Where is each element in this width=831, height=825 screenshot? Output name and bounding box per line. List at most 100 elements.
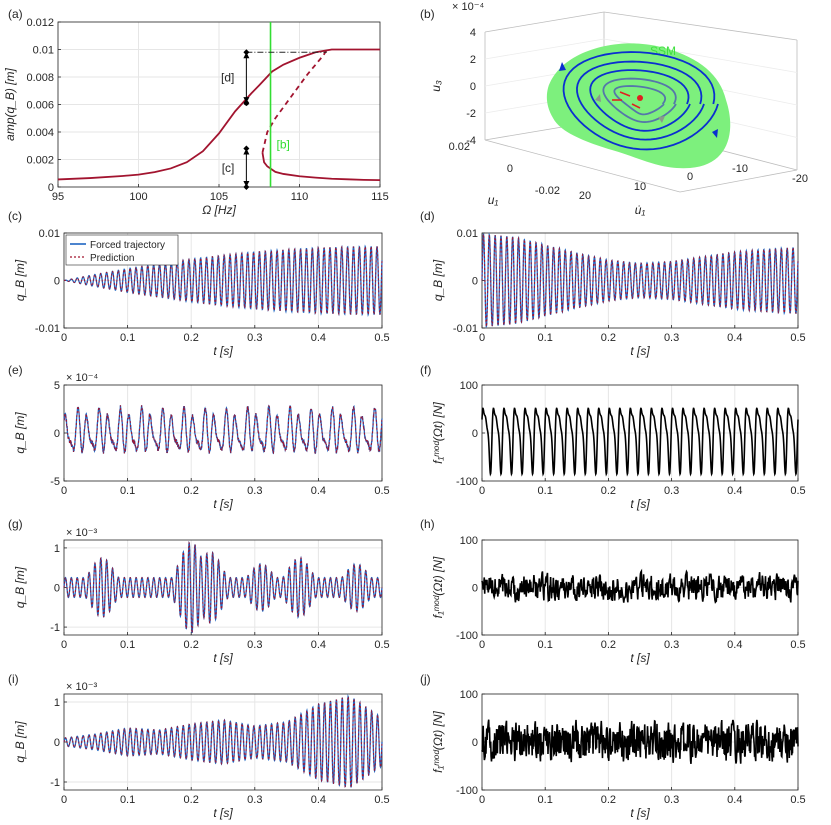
frc-branch-1 xyxy=(261,152,381,182)
y-tick-label: 0 xyxy=(54,583,60,595)
panel-label-i: (i) xyxy=(8,672,19,686)
annotation-label-0: [d] xyxy=(221,71,234,85)
ssm-trajectory-1 xyxy=(576,60,705,141)
y-tick-label: 0.012 xyxy=(26,17,54,29)
y-axis-label: amp(q_B) [m] xyxy=(3,67,17,140)
x-tick-label: 0.1 xyxy=(538,485,553,497)
x-tick-label: 0 xyxy=(479,332,485,344)
x-tick-label: 0 xyxy=(479,485,485,497)
x-tick-label: 0.3 xyxy=(664,485,679,497)
x-tick-label: 0.5 xyxy=(374,794,389,806)
z-tick-label: 4 xyxy=(470,27,476,39)
z-tick-label: -4 xyxy=(466,135,476,147)
box-edge xyxy=(679,169,798,193)
ssm-surface xyxy=(546,43,731,169)
z-tick-label: 0 xyxy=(470,81,476,93)
x-tick-label: 0 xyxy=(61,794,67,806)
y-tick-label: -100 xyxy=(456,785,478,797)
red-arrow xyxy=(619,91,631,97)
trajectory-arrow xyxy=(658,116,665,123)
panel-label-g: (g) xyxy=(8,517,23,531)
annotation-diamond xyxy=(243,184,250,190)
x-tick-label: 0.1 xyxy=(538,794,553,806)
x-tick-label: 0.5 xyxy=(790,639,805,651)
x-tick-label: 100 xyxy=(129,191,147,203)
marker-b-label: [b] xyxy=(277,138,290,152)
amplitude-point xyxy=(243,100,249,106)
panel-label-d: (d) xyxy=(420,209,435,223)
x-axis-label: Ω [Hz] xyxy=(202,203,236,217)
y-exponent-label: × 10⁻³ xyxy=(66,527,98,539)
y-tick-label: 1 xyxy=(54,543,60,555)
x-tick-label: 0.1 xyxy=(538,639,553,651)
y-tick-label: 0 xyxy=(472,428,478,440)
y-axis-label: q_B [m] xyxy=(13,721,27,763)
x-tick-label: 0.2 xyxy=(184,794,199,806)
x-tick-label: 0.3 xyxy=(247,485,262,497)
y-exponent-label: × 10⁻³ xyxy=(66,681,98,693)
y-tick-label: 0.01 xyxy=(33,45,54,57)
trajectory-arrow xyxy=(595,94,601,102)
y-tick-label: 0.01 xyxy=(39,228,60,240)
prediction-line xyxy=(63,404,383,455)
y-tick-label: -0.01 xyxy=(453,323,478,335)
x-tick-label: 0.4 xyxy=(311,332,326,344)
x-axis-label: u̇₁ xyxy=(635,203,646,217)
x-axis-label: t [s] xyxy=(213,497,233,511)
ssm-trajectory-4 xyxy=(613,85,667,116)
x-axis-label: t [s] xyxy=(213,806,233,820)
x-tick-label: 0.4 xyxy=(727,639,742,651)
x-axis-label: t [s] xyxy=(213,651,233,665)
z-tick-label: -2 xyxy=(466,108,476,120)
x-tick-label: 0 xyxy=(61,332,67,344)
x-tick-label: 105 xyxy=(210,191,228,203)
x-tick-label: 0.2 xyxy=(601,485,616,497)
y-tick-label: -100 xyxy=(456,476,478,488)
y-tick-label: 0.02 xyxy=(449,141,470,153)
panel-label-b: (b) xyxy=(420,7,435,21)
red-arrow xyxy=(631,103,641,109)
y-tick-label: 0 xyxy=(54,428,60,440)
x-tick-label: 20 xyxy=(579,190,591,202)
x-tick-label: 0.4 xyxy=(727,485,742,497)
x-tick-label: 0.4 xyxy=(311,639,326,651)
x-axis-label: t [s] xyxy=(630,344,650,358)
prediction-line xyxy=(481,233,799,328)
forced-trajectory-line xyxy=(63,404,383,455)
box-edge xyxy=(484,11,605,33)
y-tick-label: 0 xyxy=(54,276,60,288)
ssm-trajectory-0 xyxy=(562,51,719,151)
y-exponent-label: × 10⁻⁴ xyxy=(66,372,99,384)
x-tick-label: 0.3 xyxy=(664,794,679,806)
x-tick-label: 0.1 xyxy=(538,332,553,344)
y-tick-label: 0.002 xyxy=(26,155,54,167)
x-tick-label: -20 xyxy=(792,173,808,185)
y-tick-label: -0.02 xyxy=(535,185,560,197)
y-tick-label: 0 xyxy=(48,182,54,194)
x-axis-label: t [s] xyxy=(630,497,650,511)
x-tick-label: 0.4 xyxy=(311,485,326,497)
y-tick-label: 0 xyxy=(54,737,60,749)
box-edge xyxy=(603,11,798,41)
x-tick-label: 0 xyxy=(61,639,67,651)
z-exponent-label: × 10⁻⁴ xyxy=(452,1,485,13)
x-tick-label: 0.3 xyxy=(247,332,262,344)
y-tick-label: 0 xyxy=(507,163,513,175)
z-axis-label: u₃ xyxy=(429,80,443,92)
x-tick-label: 0.1 xyxy=(120,485,135,497)
box-edge xyxy=(484,139,681,193)
x-tick-label: 0.2 xyxy=(184,332,199,344)
ssm-trajectory-3 xyxy=(602,77,677,123)
y-axis-label: f₁ᵐᵒᵈ(Ωt) [N] xyxy=(431,556,445,618)
x-tick-label: 0.3 xyxy=(247,794,262,806)
x-tick-label: 115 xyxy=(371,191,389,203)
x-tick-label: 0.5 xyxy=(374,639,389,651)
x-tick-label: 110 xyxy=(291,191,309,203)
y-axis-label: q_B [m] xyxy=(431,259,445,301)
